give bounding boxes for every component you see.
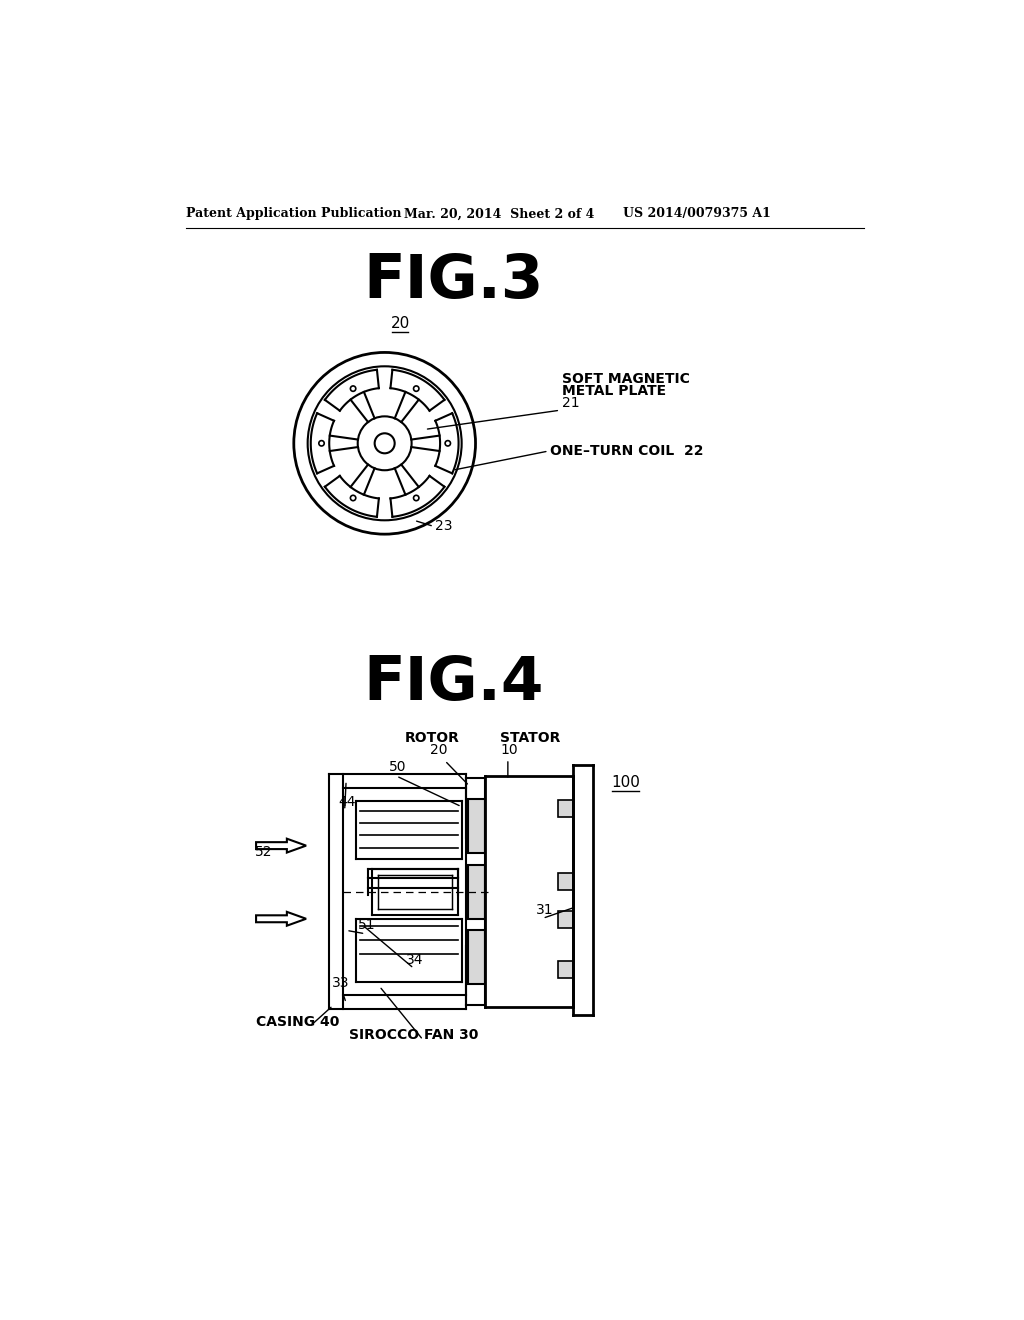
Text: FIG.3: FIG.3 bbox=[364, 252, 544, 312]
Text: STATOR: STATOR bbox=[500, 731, 560, 744]
FancyBboxPatch shape bbox=[468, 799, 484, 853]
Text: 33: 33 bbox=[333, 975, 350, 990]
Text: METAL PLATE: METAL PLATE bbox=[562, 384, 666, 397]
Text: 21: 21 bbox=[562, 396, 580, 411]
Text: 52: 52 bbox=[255, 845, 272, 859]
Text: CASING 40: CASING 40 bbox=[256, 1015, 339, 1028]
Text: FIG.4: FIG.4 bbox=[364, 653, 544, 713]
Text: 51: 51 bbox=[357, 919, 376, 932]
Text: Patent Application Publication: Patent Application Publication bbox=[186, 207, 401, 220]
Text: SIROCCO FAN 30: SIROCCO FAN 30 bbox=[349, 1028, 478, 1043]
Text: 10: 10 bbox=[500, 743, 518, 758]
Text: 20: 20 bbox=[390, 315, 410, 331]
Text: US 2014/0079375 A1: US 2014/0079375 A1 bbox=[624, 207, 771, 220]
Text: 20: 20 bbox=[430, 743, 447, 758]
FancyBboxPatch shape bbox=[558, 911, 573, 928]
FancyBboxPatch shape bbox=[558, 800, 573, 817]
FancyBboxPatch shape bbox=[468, 865, 484, 919]
Text: 50: 50 bbox=[388, 760, 406, 775]
Text: Mar. 20, 2014  Sheet 2 of 4: Mar. 20, 2014 Sheet 2 of 4 bbox=[403, 207, 594, 220]
Text: 100: 100 bbox=[611, 775, 641, 789]
Text: 31: 31 bbox=[537, 903, 554, 917]
Text: 44: 44 bbox=[339, 795, 356, 809]
Text: 34: 34 bbox=[407, 953, 424, 966]
FancyBboxPatch shape bbox=[558, 961, 573, 978]
FancyBboxPatch shape bbox=[558, 873, 573, 890]
Text: ROTOR: ROTOR bbox=[404, 731, 460, 744]
Text: 23: 23 bbox=[435, 520, 453, 533]
Text: ONE–TURN COIL  22: ONE–TURN COIL 22 bbox=[550, 444, 703, 458]
FancyBboxPatch shape bbox=[468, 929, 484, 983]
Text: SOFT MAGNETIC: SOFT MAGNETIC bbox=[562, 371, 689, 385]
